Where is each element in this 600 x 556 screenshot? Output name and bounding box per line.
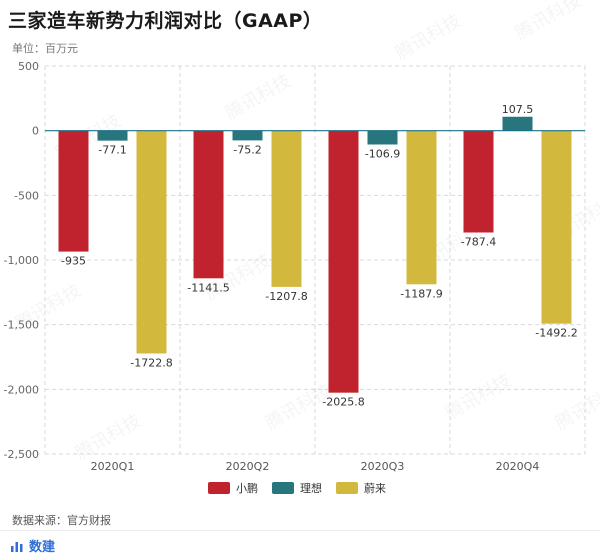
watermark-text: 腾讯科技 bbox=[552, 380, 600, 434]
unit-label: 单位：百万元 bbox=[12, 42, 78, 55]
legend-label: 小鹏 bbox=[236, 482, 258, 495]
data-label: -1492.2 bbox=[535, 327, 577, 340]
y-tick-label: -2,500 bbox=[4, 448, 39, 461]
bar bbox=[232, 130, 263, 141]
x-tick-label: 2020Q1 bbox=[91, 460, 135, 473]
y-tick-label: -2,000 bbox=[4, 383, 39, 396]
data-label: -77.1 bbox=[98, 144, 126, 157]
bar bbox=[97, 130, 128, 141]
y-tick-label: 0 bbox=[32, 125, 39, 138]
bar bbox=[193, 130, 224, 279]
data-label: -2025.8 bbox=[322, 396, 364, 409]
data-label: -106.9 bbox=[365, 147, 400, 160]
data-label: -1141.5 bbox=[187, 281, 229, 294]
watermark-text: 腾讯科技 bbox=[72, 410, 145, 464]
data-label: -1722.8 bbox=[130, 356, 172, 369]
data-label: -787.4 bbox=[461, 236, 496, 249]
data-label: 107.5 bbox=[502, 103, 534, 116]
watermark-text: 腾讯科技 bbox=[222, 70, 295, 124]
bar bbox=[463, 130, 494, 233]
chart-title: 三家造车新势力利润对比（GAAP） bbox=[8, 10, 323, 32]
bar bbox=[502, 116, 533, 131]
x-tick-label: 2020Q2 bbox=[226, 460, 270, 473]
data-label: -935 bbox=[61, 255, 86, 268]
x-tick-label: 2020Q4 bbox=[496, 460, 540, 473]
bar bbox=[367, 130, 398, 145]
watermark-text: 腾讯科技 bbox=[442, 370, 515, 424]
y-tick-label: -500 bbox=[14, 189, 39, 202]
watermark-text: 腾讯科技 bbox=[512, 0, 585, 44]
bar bbox=[406, 130, 437, 285]
legend-swatch bbox=[336, 482, 358, 494]
x-tick-label: 2020Q3 bbox=[361, 460, 405, 473]
legend-swatch bbox=[208, 482, 230, 494]
bar bbox=[328, 130, 359, 393]
data-label: -1187.9 bbox=[400, 287, 442, 300]
footer-divider bbox=[0, 530, 600, 531]
bar bbox=[541, 130, 572, 324]
legend-swatch bbox=[272, 482, 294, 494]
footer-label: 数建 bbox=[29, 540, 56, 555]
y-tick-label: 500 bbox=[18, 60, 39, 73]
watermark-text: 腾讯科技 bbox=[392, 10, 465, 64]
y-tick-label: -1,500 bbox=[4, 319, 39, 332]
data-label: -75.2 bbox=[233, 143, 261, 156]
footer-link[interactable]: 数建 bbox=[10, 536, 55, 555]
legend-label: 蔚来 bbox=[364, 482, 386, 495]
bar bbox=[58, 130, 89, 252]
source-note: 数据来源：官方财报 bbox=[12, 514, 111, 527]
bar bbox=[136, 130, 167, 354]
bar-chart-icon bbox=[11, 541, 23, 552]
data-label: -1207.8 bbox=[265, 290, 307, 303]
legend-label: 理想 bbox=[300, 481, 322, 495]
bar bbox=[271, 130, 302, 287]
y-tick-label: -1,000 bbox=[4, 254, 39, 267]
